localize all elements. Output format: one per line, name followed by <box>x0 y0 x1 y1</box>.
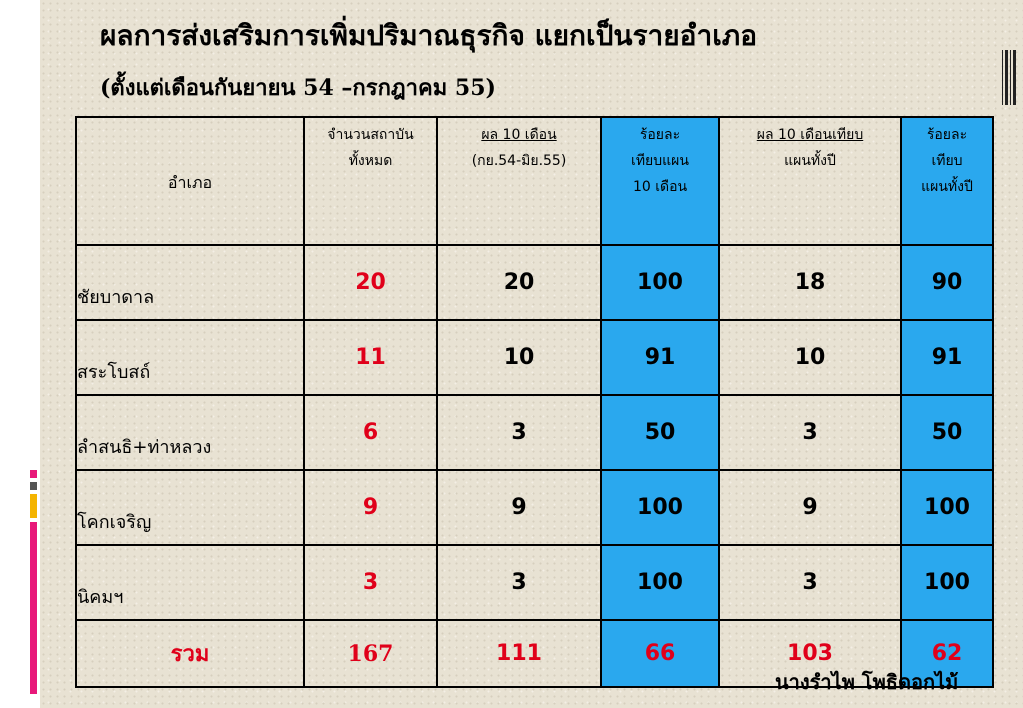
percent-year-value: 50 <box>900 394 994 471</box>
result-vs-year-value: 18 <box>718 244 902 321</box>
table-row: ชัยบาดาล 20 20 100 18 90 <box>75 244 994 321</box>
percent-year-value: 100 <box>900 469 994 546</box>
result-vs-year-value: 3 <box>718 394 902 471</box>
percent-year-value: 100 <box>900 544 994 621</box>
header-total-institutions: จำนวนสถาบัน ทั้งหมด <box>303 116 438 246</box>
total-institutions-value: 20 <box>303 244 438 321</box>
total-institutions-value: 9 <box>303 469 438 546</box>
result-10-months-value: 20 <box>436 244 602 321</box>
header-result-10-months: ผล 10 เดือน (กย.54-มิย.55) <box>436 116 602 246</box>
district-results-table: อำเภอ จำนวนสถาบัน ทั้งหมด ผล 10 เดือน (ก… <box>75 116 994 688</box>
total-institutions-value: 11 <box>303 319 438 396</box>
result-10-months-sum: 111 <box>436 619 602 688</box>
result-10-months-value: 10 <box>436 319 602 396</box>
percent-10-month-value: 100 <box>600 544 720 621</box>
author-name: นางรำไพ โพธิดอกไม้ <box>775 670 959 694</box>
percent-year-value: 91 <box>900 319 994 396</box>
result-10-months-value: 3 <box>436 394 602 471</box>
table-total-row: รวม 167 111 66 103 62 <box>75 619 994 688</box>
percent-10-month-value: 100 <box>600 469 720 546</box>
district-name: นิคมฯ <box>75 544 305 621</box>
table-row: โคกเจริญ 9 9 100 9 100 <box>75 469 994 546</box>
total-institutions-value: 3 <box>303 544 438 621</box>
total-label: รวม <box>75 619 305 688</box>
page-subtitle: (ตั้งแต่เดือนกันยายน 54 –กรกฎาคม 55) <box>100 75 496 101</box>
district-name: โคกเจริญ <box>75 469 305 546</box>
table-row: ลำสนธิ+ท่าหลวง 6 3 50 3 50 <box>75 394 994 471</box>
page-title: ผลการส่งเสริมการเพิ่มปริมาณธุรกิจ แยกเป็… <box>100 19 758 52</box>
district-name: ลำสนธิ+ท่าหลวง <box>75 394 305 471</box>
table-row: นิคมฯ 3 3 100 3 100 <box>75 544 994 621</box>
header-result-vs-year-plan: ผล 10 เดือนเทียบ แผนทั้งปี <box>718 116 902 246</box>
total-institutions-sum: 167 <box>303 619 438 688</box>
result-vs-year-sum: 103 <box>718 619 902 688</box>
decorative-lines <box>1002 50 1016 105</box>
percent-10-month-value: 100 <box>600 244 720 321</box>
district-name: ชัยบาดาล <box>75 244 305 321</box>
result-10-months-value: 3 <box>436 544 602 621</box>
table-header-row: อำเภอ จำนวนสถาบัน ทั้งหมด ผล 10 เดือน (ก… <box>75 116 994 246</box>
total-institutions-value: 6 <box>303 394 438 471</box>
percent-year-total: 62 <box>900 619 994 688</box>
header-percent-year-plan: ร้อยละ เทียบ แผนทั้งปี <box>900 116 994 246</box>
table-row: สระโบสถ์ 11 10 91 10 91 <box>75 319 994 396</box>
header-percent-10-month-plan: ร้อยละ เทียบแผน 10 เดือน <box>600 116 720 246</box>
percent-10-month-total: 66 <box>600 619 720 688</box>
result-vs-year-value: 9 <box>718 469 902 546</box>
result-vs-year-value: 3 <box>718 544 902 621</box>
result-vs-year-value: 10 <box>718 319 902 396</box>
header-district: อำเภอ <box>75 116 305 246</box>
result-10-months-value: 9 <box>436 469 602 546</box>
district-name: สระโบสถ์ <box>75 319 305 396</box>
percent-10-month-value: 91 <box>600 319 720 396</box>
percent-10-month-value: 50 <box>600 394 720 471</box>
percent-year-value: 90 <box>900 244 994 321</box>
